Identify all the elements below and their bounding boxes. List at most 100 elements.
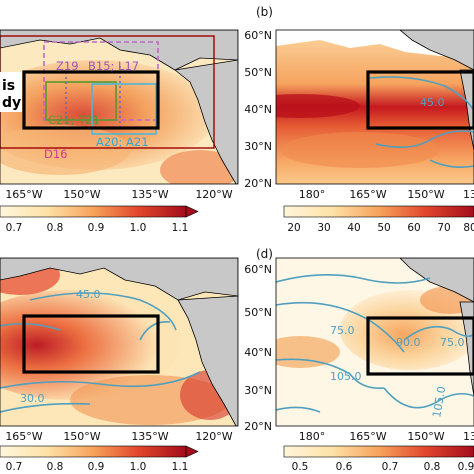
panel-b xyxy=(276,30,474,184)
panel-c-cb-tick-4: 1.1 xyxy=(172,461,189,473)
panel-d xyxy=(276,258,474,426)
panel-a-xticks: 165°W 150°W 135°W 120°W xyxy=(5,188,232,201)
panel-a-land-alaska xyxy=(0,30,238,71)
panel-b-contour-label-0: 45.0 xyxy=(420,96,445,109)
panel-a-cb-tick-0: 0.7 xyxy=(6,222,23,234)
panel-b-ytick-1: 50°N xyxy=(244,66,272,79)
panel-b-yticks: 60°N 50°N 40°N 30°N 20°N xyxy=(244,29,272,190)
panel-b-box-black xyxy=(366,70,474,130)
panel-d-contour-label-4: 105.0 xyxy=(430,385,448,418)
panel-d-cb-tick-2: 0.7 xyxy=(382,461,399,473)
panel-d-ytick-4: 20°N xyxy=(244,420,272,433)
panel-a xyxy=(0,30,238,184)
panel-a-land-coast xyxy=(174,59,238,184)
panel-b-land-alaska xyxy=(399,30,474,71)
panel-d-xtick-3: 13 xyxy=(463,430,474,443)
panel-b-ytick-2: 40°N xyxy=(244,103,272,116)
panel-b-label: (b) xyxy=(256,5,273,19)
panel-d-cb-tick-3: 0.8 xyxy=(424,461,441,473)
panel-b-cb-tick-3: 50 xyxy=(377,222,390,234)
panel-c xyxy=(0,258,238,426)
panel-c-xtick-1: 150°W xyxy=(63,430,100,443)
panel-c-cb-tick-3: 1.0 xyxy=(130,461,147,473)
panel-a-box-cyan xyxy=(91,83,157,135)
panel-d-colorbar-ticks: 0.5 0.6 0.7 0.8 0.9 xyxy=(292,461,474,473)
panel-d-colorbar xyxy=(283,445,474,458)
panel-a-cb-tick-4: 1.1 xyxy=(172,222,189,234)
panel-a-annot-c21-t21: C21; T21 xyxy=(48,113,100,127)
panel-b-cb-tick-4: 60 xyxy=(407,222,420,234)
panel-b-xtick-1: 165°W xyxy=(349,188,386,201)
panel-b-cb-tick-2: 40 xyxy=(347,222,360,234)
panel-b-colorbar-ticks: 20 30 40 50 60 70 80 xyxy=(287,222,474,234)
panel-b-xtick-3: 13 xyxy=(463,188,474,201)
panel-d-xticks: 180° 165°W 150°W 13 xyxy=(299,430,474,443)
panel-b-cb-tick-6: 80 xyxy=(463,222,474,234)
panel-a-box-red xyxy=(0,35,215,149)
panel-a-box-black xyxy=(22,70,160,130)
panel-d-box-black xyxy=(366,316,474,376)
panel-a-text-is: is xyxy=(2,78,15,94)
panel-a-xtick-0: 165°W xyxy=(5,188,42,201)
panel-c-contour xyxy=(29,292,177,331)
panel-a-annot-d16: D16 xyxy=(44,147,68,161)
panel-a-xtick-1: 150°W xyxy=(63,188,100,201)
panel-d-label: (d) xyxy=(256,247,273,261)
panel-d-contour-label-1: 90.0 xyxy=(396,336,421,349)
panel-a-xtick-3: 120°W xyxy=(195,188,232,201)
panel-d-ytick-0: 60°N xyxy=(244,263,272,276)
panel-a-cb-tick-2: 0.9 xyxy=(88,222,105,234)
panel-d-xtick-1: 165°W xyxy=(349,430,386,443)
panel-d-cb-tick-4: 0.9 xyxy=(458,461,474,473)
panel-d-cb-tick-0: 0.5 xyxy=(292,461,309,473)
panel-c-xtick-2: 135°W xyxy=(131,430,168,443)
panel-a-xtick-2: 135°W xyxy=(131,188,168,201)
panel-d-cb-tick-1: 0.6 xyxy=(336,461,353,473)
panel-b-ytick-0: 60°N xyxy=(244,29,272,42)
panel-d-land-alaska xyxy=(399,258,474,303)
panel-d-yticks: 60°N 50°N 40°N 30°N 20°N xyxy=(244,263,272,433)
panel-c-colorbar-ticks: 0.7 0.8 0.9 1.0 1.1 xyxy=(6,461,189,473)
panel-a-colorbar-ticks: 0.7 0.8 0.9 1.0 1.1 xyxy=(6,222,189,234)
panel-c-xticks: 165°W 150°W 135°W 120°W xyxy=(5,430,232,443)
panel-d-ytick-2: 40°N xyxy=(244,346,272,359)
panel-c-cb-tick-0: 0.7 xyxy=(6,461,23,473)
panel-d-contour-label-0: 75.0 xyxy=(330,324,355,337)
panel-b-ytick-4: 20°N xyxy=(244,177,272,190)
panel-c-box-black xyxy=(22,314,160,374)
panel-c-land-alaska xyxy=(0,258,238,301)
panel-c-xtick-0: 165°W xyxy=(5,430,42,443)
panel-a-cb-tick-1: 0.8 xyxy=(47,222,64,234)
panel-b-ytick-3: 30°N xyxy=(244,140,272,153)
panel-a-annot-z19: Z19 xyxy=(56,59,79,73)
panel-a-cb-tick-3: 1.0 xyxy=(130,222,147,234)
panel-b-cb-tick-1: 30 xyxy=(317,222,330,234)
panel-b-xticks: 180° 165°W 150°W 13 xyxy=(299,188,474,201)
panel-c-contour-label-0: 45.0 xyxy=(76,288,101,301)
panel-d-xtick-0: 180° xyxy=(299,430,326,443)
panel-a-text-dy: dy xyxy=(2,95,21,111)
panel-c-colorbar xyxy=(0,445,187,458)
panel-b-cb-tick-5: 70 xyxy=(437,222,450,234)
panel-d-contour-label-2: 75.0 xyxy=(440,336,465,349)
panel-a-annot-b15-l17: B15; L17 xyxy=(88,59,139,73)
panel-c-cb-tick-2: 0.9 xyxy=(88,461,105,473)
panel-b-colorbar xyxy=(283,205,474,218)
panel-c-cb-tick-1: 0.8 xyxy=(47,461,64,473)
panel-d-ytick-3: 30°N xyxy=(244,384,272,397)
panel-d-ytick-1: 50°N xyxy=(244,306,272,319)
panel-a-annot-a20-a21: A20; A21 xyxy=(96,135,149,149)
panel-a-colorbar xyxy=(0,205,187,218)
panel-c-land-coast xyxy=(177,295,238,426)
panel-b-xtick-2: 150°W xyxy=(407,188,444,201)
panel-d-contour-label-3: 105.0 xyxy=(330,370,362,383)
panel-b-cb-tick-0: 20 xyxy=(287,222,300,234)
panel-c-contour-label-1: 30.0 xyxy=(20,392,45,405)
panel-d-xtick-2: 150°W xyxy=(407,430,444,443)
panel-b-xtick-0: 180° xyxy=(299,188,326,201)
panel-c-xtick-3: 120°W xyxy=(195,430,232,443)
panel-b-contour xyxy=(369,76,474,113)
panel-a-box-green xyxy=(45,81,117,121)
panel-d-contour xyxy=(276,274,431,284)
